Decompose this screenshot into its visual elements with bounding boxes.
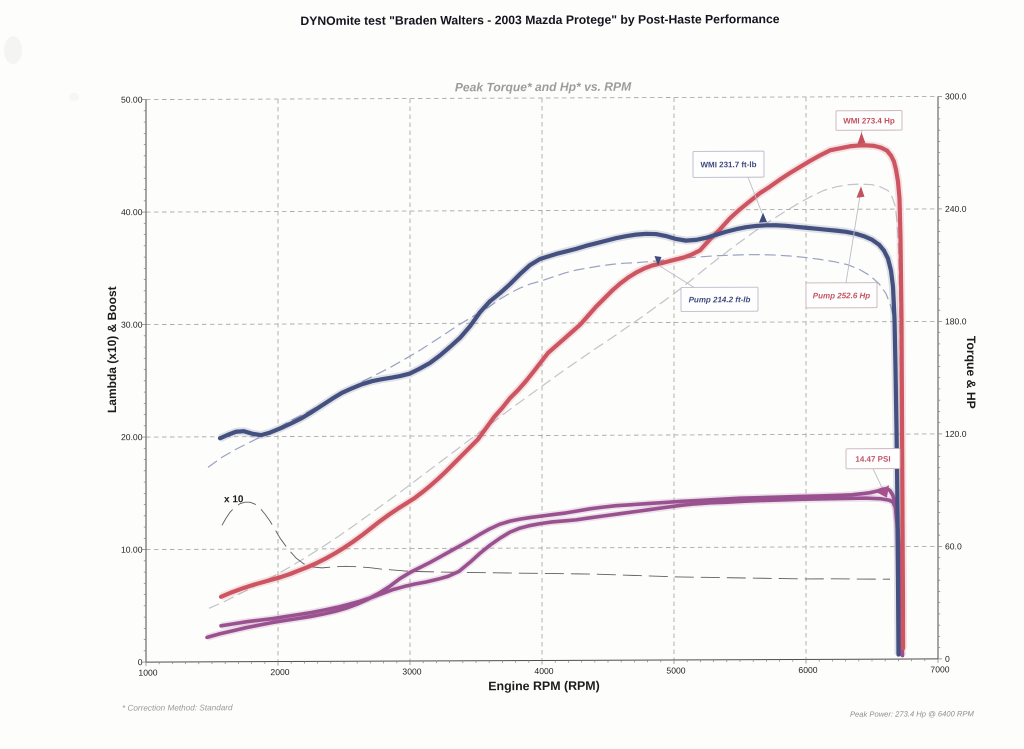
svg-text:6000: 6000: [798, 665, 817, 675]
svg-text:Torque & HP: Torque & HP: [964, 336, 978, 409]
svg-text:3000: 3000: [402, 666, 421, 676]
svg-text:WMI 273.4 Hp: WMI 273.4 Hp: [843, 116, 895, 125]
svg-text:Pump 214.2 ft-lb: Pump 214.2 ft-lb: [689, 295, 751, 304]
svg-text:* Correction Method: Standard: * Correction Method: Standard: [122, 703, 233, 712]
svg-text:60.0: 60.0: [945, 541, 962, 551]
svg-text:40.00: 40.00: [121, 207, 143, 217]
svg-text:240.0: 240.0: [945, 204, 967, 214]
svg-text:DYNOmite test "Braden Walters: DYNOmite test "Braden Walters - 2003 Maz…: [300, 12, 779, 28]
svg-text:14.47 PSI: 14.47 PSI: [855, 455, 890, 464]
svg-text:Engine RPM (RPM): Engine RPM (RPM): [488, 679, 600, 693]
svg-text:30.00: 30.00: [121, 320, 143, 330]
svg-text:WMI 231.7 ft-lb: WMI 231.7 ft-lb: [700, 160, 756, 169]
svg-text:2000: 2000: [270, 667, 289, 677]
svg-text:180.0: 180.0: [945, 316, 967, 326]
svg-text:Lambda (x10) & Boost: Lambda (x10) & Boost: [105, 286, 119, 413]
svg-text:0: 0: [945, 654, 950, 664]
svg-text:300.0: 300.0: [945, 91, 967, 101]
svg-text:120.0: 120.0: [945, 429, 967, 439]
svg-text:20.00: 20.00: [121, 432, 143, 442]
svg-text:7000: 7000: [930, 664, 949, 674]
svg-text:5000: 5000: [666, 665, 685, 675]
svg-text:1000: 1000: [138, 668, 157, 678]
svg-text:Peak Torque* and Hp* vs. RPM: Peak Torque* and Hp* vs. RPM: [455, 80, 632, 95]
svg-text:10.00: 10.00: [121, 545, 143, 555]
svg-text:4000: 4000: [534, 666, 553, 676]
svg-text:50.00: 50.00: [121, 95, 143, 105]
svg-text:0: 0: [138, 657, 143, 667]
svg-text:Peak Power: 273.4 Hp @ 6400 RP: Peak Power: 273.4 Hp @ 6400 RPM: [850, 709, 974, 718]
svg-text:Pump 252.6 Hp: Pump 252.6 Hp: [813, 291, 870, 300]
